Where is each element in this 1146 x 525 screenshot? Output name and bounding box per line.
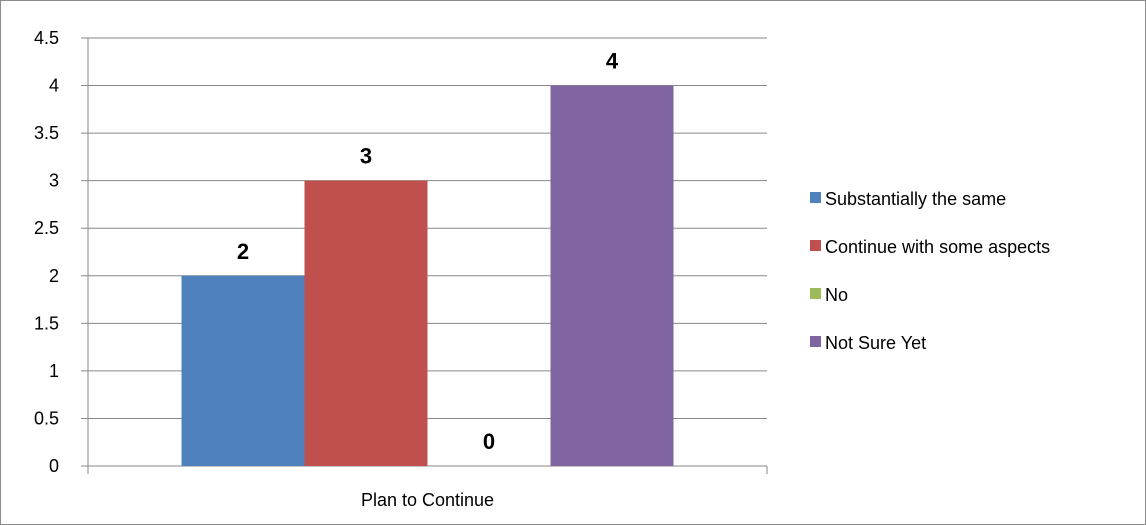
legend-item: Continue with some aspects — [810, 237, 1050, 257]
bars — [181, 85, 674, 467]
bar — [181, 275, 305, 466]
x-axis-categories: Plan to Continue — [361, 490, 494, 510]
y-tick-label: 2 — [49, 266, 59, 286]
x-category-label: Plan to Continue — [361, 490, 494, 510]
legend-label: Continue with some aspects — [825, 237, 1050, 257]
y-tick-label: 1 — [49, 361, 59, 381]
legend-item: No — [810, 285, 848, 305]
y-tick-label: 0.5 — [34, 408, 59, 428]
y-axis-ticks: 0 0.5 1 1.5 2 2.5 3 3.5 4 4.5 — [34, 28, 88, 476]
legend-label: Not Sure Yet — [825, 333, 926, 353]
y-tick-label: 4 — [49, 76, 59, 96]
y-tick-label: 2.5 — [34, 218, 59, 238]
legend-label: No — [825, 285, 848, 305]
y-tick-label: 3 — [49, 171, 59, 191]
y-tick-label: 1.5 — [34, 313, 59, 333]
data-label: 4 — [606, 49, 619, 74]
y-tick-label: 3.5 — [34, 123, 59, 143]
legend-swatch — [810, 288, 821, 299]
legend-swatch — [810, 240, 821, 251]
data-label: 0 — [483, 429, 495, 454]
legend-swatch — [810, 336, 821, 347]
data-label: 2 — [237, 239, 249, 264]
bar — [304, 180, 428, 466]
bar — [550, 85, 674, 467]
y-tick-label: 0 — [49, 456, 59, 476]
data-label: 3 — [360, 144, 372, 169]
legend-label: Substantially the same — [825, 189, 1006, 209]
legend: Substantially the same Continue with some… — [810, 189, 1050, 353]
legend-swatch — [810, 192, 821, 203]
legend-item: Not Sure Yet — [810, 333, 926, 353]
y-tick-label: 4.5 — [34, 28, 59, 48]
data-labels: 2 3 0 4 — [237, 49, 619, 454]
legend-item: Substantially the same — [810, 189, 1006, 209]
